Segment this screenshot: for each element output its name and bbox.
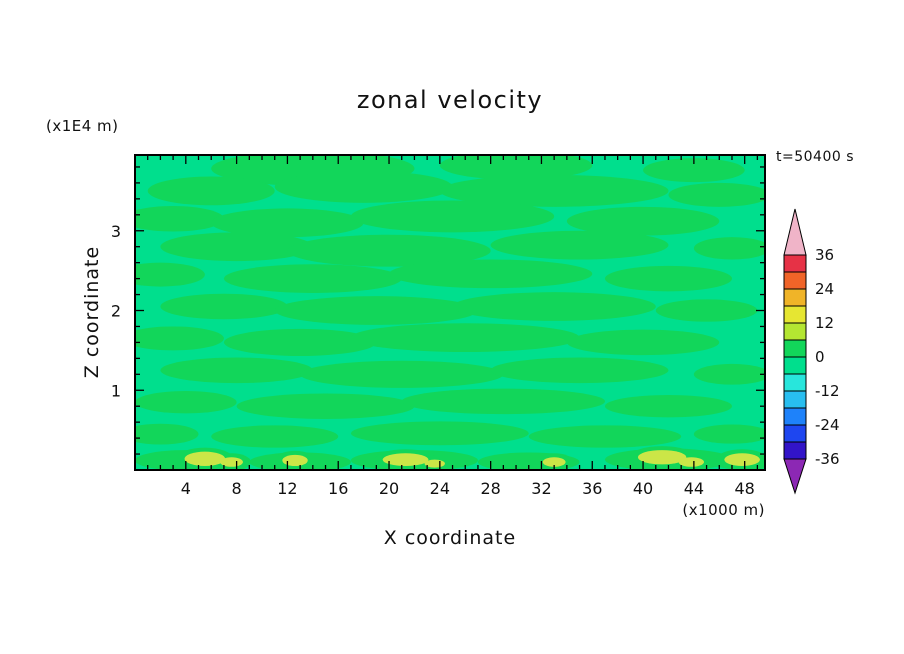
x-axis-title: X coordinate bbox=[383, 527, 517, 549]
colorbar-label: -36 bbox=[815, 450, 840, 468]
colorbar-cell bbox=[783, 288, 807, 307]
x-tick-label: 8 bbox=[232, 479, 242, 498]
colorbar-cell bbox=[783, 390, 807, 409]
colorbar-cell bbox=[783, 271, 807, 290]
y-tick-label: 3 bbox=[111, 222, 121, 241]
y-axis-units-label: (x1E4 m) bbox=[46, 117, 119, 135]
x-tick-label: 44 bbox=[684, 479, 704, 498]
chart-title: zonal velocity bbox=[356, 86, 544, 114]
colorbar-cell bbox=[783, 441, 807, 460]
y-tick-label: 1 bbox=[111, 381, 121, 400]
x-tick-label: 32 bbox=[531, 479, 551, 498]
colorbar-over-arrow bbox=[783, 208, 807, 256]
colorbar-label: 0 bbox=[815, 348, 825, 366]
x-tick-label: 16 bbox=[328, 479, 348, 498]
x-axis-units-label: (x1000 m) bbox=[682, 501, 765, 519]
y-tick-label: 2 bbox=[111, 302, 121, 321]
time-annotation: t=50400 s bbox=[776, 149, 854, 165]
plot-frame bbox=[134, 154, 766, 471]
colorbar-label: 12 bbox=[815, 314, 834, 332]
x-tick-label: 4 bbox=[181, 479, 191, 498]
x-tick-label: 40 bbox=[633, 479, 653, 498]
colorbar-label: -12 bbox=[815, 382, 840, 400]
colorbar-cell bbox=[783, 339, 807, 358]
colorbar-cell bbox=[783, 424, 807, 443]
x-tick-label: 36 bbox=[582, 479, 602, 498]
colorbar-label: -24 bbox=[815, 416, 840, 434]
x-tick-label: 12 bbox=[277, 479, 297, 498]
colorbar-label: 24 bbox=[815, 280, 834, 298]
colorbar-cell bbox=[783, 407, 807, 426]
x-tick-label: 28 bbox=[480, 479, 500, 498]
colorbar-label: 36 bbox=[815, 246, 834, 264]
colorbar-cell bbox=[783, 305, 807, 324]
x-tick-label: 20 bbox=[379, 479, 399, 498]
colorbar-cell bbox=[783, 254, 807, 273]
x-tick-label: 48 bbox=[734, 479, 754, 498]
colorbar-cell bbox=[783, 373, 807, 392]
colorbar-cell bbox=[783, 322, 807, 341]
colorbar-under-arrow bbox=[783, 458, 807, 495]
colorbar: 36 24 12 0 -12 -24 -36 bbox=[783, 208, 840, 495]
x-tick-label: 24 bbox=[430, 479, 450, 498]
contour-field bbox=[135, 155, 765, 470]
axis-ticks bbox=[135, 155, 765, 470]
colorbar-cell bbox=[783, 356, 807, 375]
